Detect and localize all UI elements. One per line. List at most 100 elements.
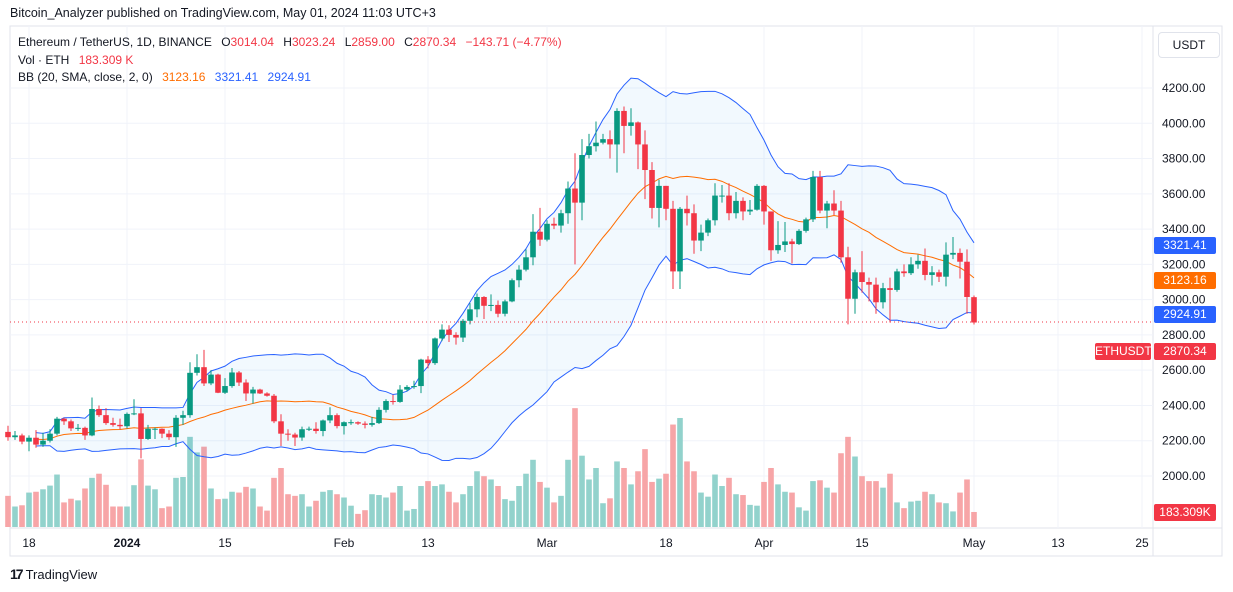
candle xyxy=(180,410,186,425)
candle-body xyxy=(572,188,578,203)
candle-body xyxy=(530,231,536,258)
candle xyxy=(747,199,753,215)
candle xyxy=(740,197,746,221)
candle-body xyxy=(509,280,515,302)
volume-bar xyxy=(481,476,487,527)
open-value: 3014.04 xyxy=(230,35,274,49)
candle xyxy=(187,362,193,418)
footer-brand[interactable]: 17 TradingView xyxy=(10,566,97,582)
candle xyxy=(768,211,774,261)
candle xyxy=(201,349,207,387)
volume-bar xyxy=(33,491,39,527)
volume-bar xyxy=(950,511,956,527)
volume-bar xyxy=(285,494,291,527)
candle xyxy=(894,268,900,292)
volume-bar xyxy=(691,471,697,527)
candle-body xyxy=(859,272,865,282)
volume-bar xyxy=(607,498,613,527)
volume-bar xyxy=(467,486,473,527)
candle-body xyxy=(628,122,634,126)
price-tick-label: 3400.00 xyxy=(1162,222,1206,236)
candle xyxy=(383,399,389,413)
candle xyxy=(775,221,781,254)
candle-body xyxy=(768,211,774,251)
candle xyxy=(418,358,424,394)
legend-symbol[interactable]: Ethereum / TetherUS, 1D, BINANCE xyxy=(18,35,212,49)
price-axis[interactable]: 4200.00 4000.00 3800.00 3600.00 3400.00 3200.… xyxy=(1162,81,1206,483)
volume-bar xyxy=(138,459,144,527)
candle xyxy=(915,254,921,269)
volume-bar xyxy=(236,492,242,527)
candle xyxy=(362,421,368,429)
candle xyxy=(117,418,123,430)
candle xyxy=(614,108,620,173)
volume-bar xyxy=(425,481,431,527)
currency-button[interactable]: USDT xyxy=(1158,32,1220,58)
time-axis[interactable]: 18 2024 15 Feb 13 Mar 18 Apr 15 May 13 25 xyxy=(22,536,1149,550)
volume-bar xyxy=(418,486,424,527)
candle xyxy=(943,242,949,287)
candle xyxy=(838,200,844,263)
candle-body xyxy=(229,372,235,387)
candle-body xyxy=(103,415,109,424)
volume-bars xyxy=(5,408,977,527)
volume-bar xyxy=(68,498,74,527)
candle xyxy=(572,153,578,265)
bb-lower-line xyxy=(35,254,975,461)
candle-body xyxy=(607,139,613,145)
candle-body xyxy=(901,271,907,274)
volume-bar xyxy=(894,502,900,527)
candle-body xyxy=(586,146,592,156)
candle-body xyxy=(138,413,144,439)
candle-body xyxy=(537,231,543,240)
volume-bar xyxy=(124,506,130,527)
candle xyxy=(551,217,557,230)
candle xyxy=(628,108,634,136)
volume-bar xyxy=(845,436,851,527)
candle-body xyxy=(719,195,725,197)
candle-body xyxy=(866,281,872,285)
volume-bar xyxy=(523,473,529,527)
candle xyxy=(586,133,592,159)
volume-bar xyxy=(817,480,823,527)
candle xyxy=(677,207,683,290)
candle-body xyxy=(880,288,886,303)
bb-label[interactable]: BB (20, SMA, close, 2, 0) xyxy=(18,70,153,84)
volume-bar xyxy=(824,487,830,527)
volume-bar xyxy=(740,495,746,527)
volume-bar xyxy=(264,510,270,527)
volume-bar xyxy=(600,503,606,527)
candle xyxy=(467,303,473,325)
candle xyxy=(726,183,732,221)
candle xyxy=(390,394,396,405)
candle-body xyxy=(488,304,494,306)
volume-bar xyxy=(670,424,676,527)
candle xyxy=(243,379,249,402)
candle xyxy=(509,278,515,303)
candle xyxy=(621,106,627,154)
candle xyxy=(565,181,571,224)
volume-bar xyxy=(705,496,711,527)
bb-fill xyxy=(36,78,974,461)
candle-body xyxy=(873,284,879,303)
candle-body xyxy=(467,309,473,321)
candle xyxy=(432,337,438,365)
volume-bar xyxy=(320,491,326,527)
candle-body xyxy=(348,422,354,424)
candle xyxy=(684,195,690,226)
candle xyxy=(922,248,928,281)
volume-bar xyxy=(40,489,46,527)
candle xyxy=(691,204,697,254)
volume-label[interactable]: Vol · ETH xyxy=(18,53,70,67)
volume-bar xyxy=(341,497,347,527)
volume-bar xyxy=(810,481,816,527)
candle-body xyxy=(460,320,466,338)
symbol-price-tag: ETHUSDT xyxy=(1095,343,1152,360)
volume-bar xyxy=(313,500,319,527)
candle-body xyxy=(208,374,214,384)
candle-body xyxy=(915,260,921,265)
candle-body xyxy=(334,415,340,427)
candle-body xyxy=(726,195,732,214)
candle-body xyxy=(698,232,704,241)
